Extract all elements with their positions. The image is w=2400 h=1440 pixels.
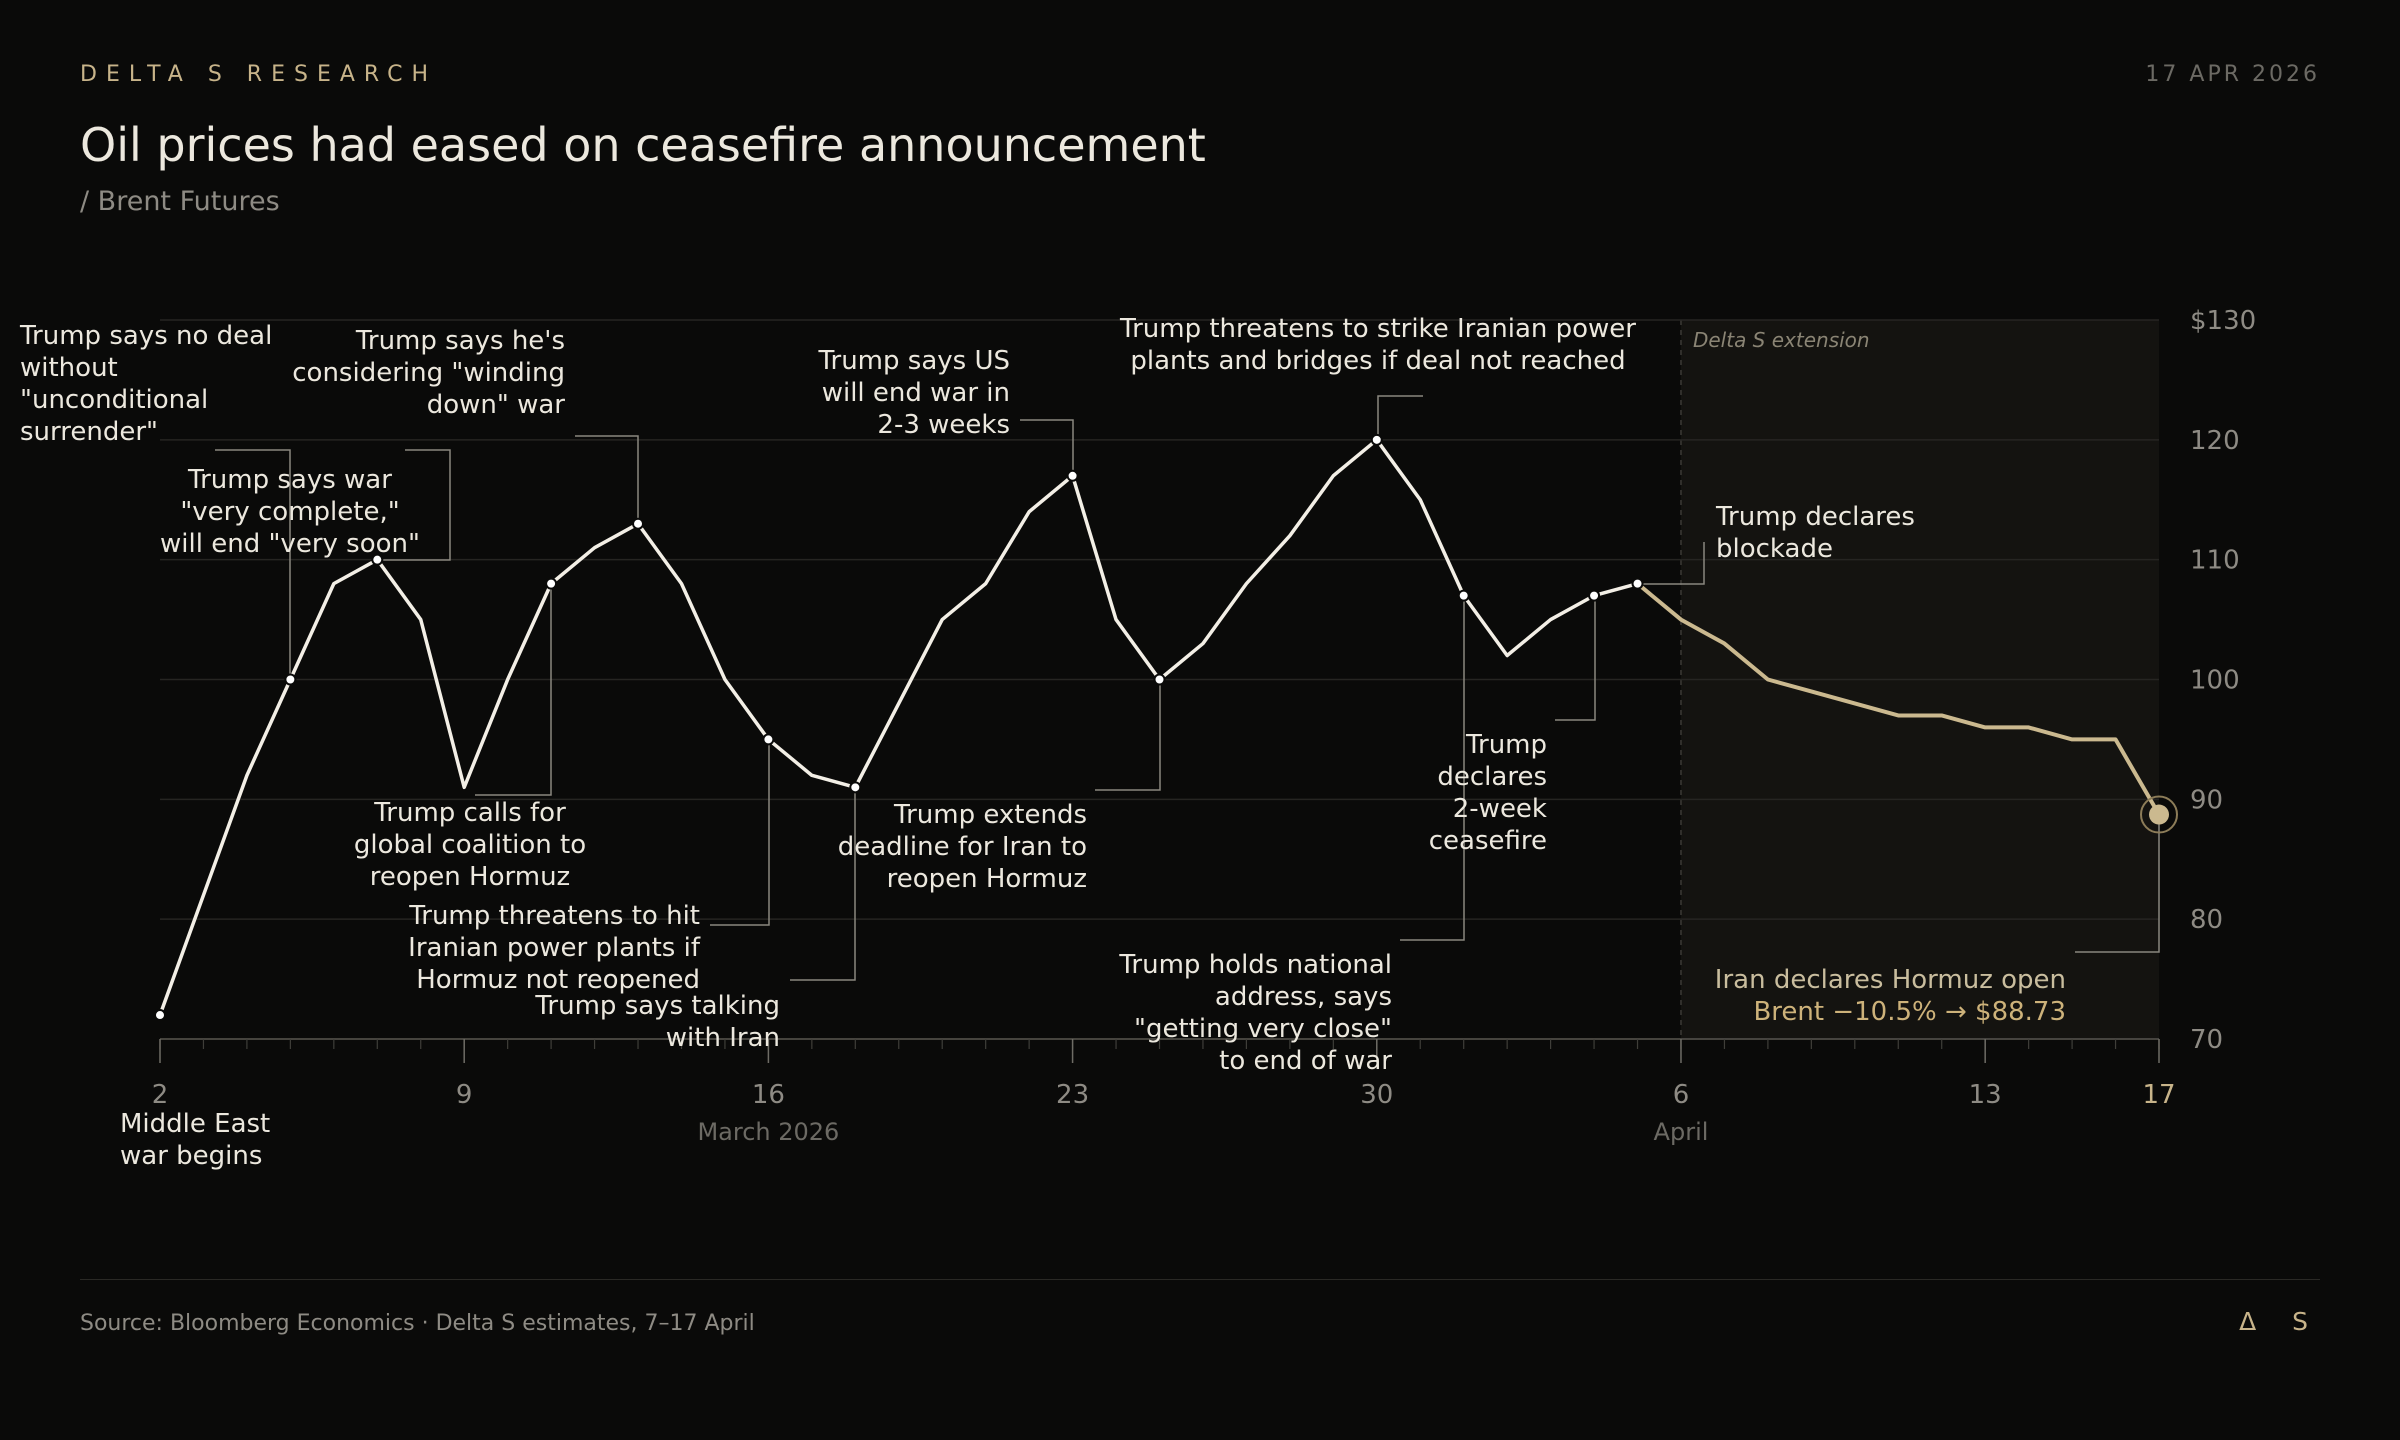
event-marker <box>849 781 862 794</box>
annotation-text: war begins <box>120 1141 262 1171</box>
event-marker <box>371 553 384 566</box>
annotation-text: deadline for Iran to <box>838 832 1087 862</box>
annotation-text: Trump threatens to strike Iranian power <box>1119 314 1636 344</box>
actual-series-line <box>158 438 1638 1016</box>
annotation-text: Trump says talking <box>534 991 780 1021</box>
chart-title: Oil prices had eased on ceasefire announ… <box>80 118 1206 172</box>
annotation-leader <box>1095 679 1161 791</box>
annotation-text: down" war <box>427 390 566 420</box>
annotation-text: ceasefire <box>1429 826 1547 856</box>
annotation-text: considering "winding <box>292 358 565 388</box>
annotation-text: will end "very soon" <box>160 529 420 559</box>
y-tick-label: 80 <box>2190 905 2223 935</box>
annotation-text: blockade <box>1716 534 1833 564</box>
annotation-text: Trump declares <box>1715 502 1915 532</box>
y-tick-label: 90 <box>2190 785 2223 815</box>
annotation-leader <box>710 738 770 926</box>
report-date: 17 APR 2026 <box>2145 62 2320 87</box>
x-tick-label: 30 <box>1360 1080 1393 1110</box>
annotation-leader <box>1376 395 1423 441</box>
x-tick-label: 17 <box>2142 1080 2175 1110</box>
event-marker <box>284 673 297 686</box>
event-marker <box>762 733 775 746</box>
event-marker <box>1066 469 1079 482</box>
annotation-text: surrender" <box>20 417 158 447</box>
event-marker <box>154 1009 166 1022</box>
annotation-text: Trump holds national <box>1118 950 1392 980</box>
y-tick-label: 70 <box>2190 1025 2223 1055</box>
event-marker <box>1370 433 1383 446</box>
x-month-label: March 2026 <box>697 1118 839 1146</box>
source-note: Source: Bloomberg Economics · Delta S es… <box>80 1311 755 1336</box>
annotation-text: Trump extends <box>893 800 1087 830</box>
annotation-text: "very complete," <box>180 497 399 527</box>
brent-line-chart: Delta S extension 70 80 90 100 110 120 $130 2 9 16… <box>19 306 2256 1171</box>
y-tick-label: 110 <box>2190 546 2240 576</box>
y-tick-label: 120 <box>2190 426 2240 456</box>
annotation-text: "getting very close" <box>1134 1014 1392 1044</box>
annotation-text: Trump calls for <box>373 798 566 828</box>
annotation-text: address, says <box>1215 982 1392 1012</box>
chart-subtitle: / Brent Futures <box>80 186 280 217</box>
annotation-text: Trump says no deal <box>19 321 272 351</box>
annotation-text: without <box>20 353 118 383</box>
x-tick-label: 16 <box>752 1080 785 1110</box>
annotation-text: Iran declares Hormuz open <box>1715 965 2066 995</box>
annotation-leader <box>475 583 552 796</box>
annotation-text: with Iran <box>666 1023 780 1053</box>
extension-label: Delta S extension <box>1693 328 1870 352</box>
annotation-text: "unconditional <box>20 385 208 415</box>
annotation-text: to end of war <box>1219 1046 1392 1076</box>
y-tick-label: 100 <box>2190 666 2240 696</box>
annotation-text: Trump <box>1465 730 1547 760</box>
event-marker <box>1457 589 1470 602</box>
y-tick-label: $130 <box>2190 306 2256 336</box>
event-marker <box>1631 577 1644 590</box>
x-tick-label: 13 <box>1969 1080 2002 1110</box>
annotation-text: Middle East <box>120 1109 270 1139</box>
end-marker-halo <box>2140 795 2178 834</box>
end-marker <box>2149 804 2169 825</box>
event-marker <box>632 517 645 530</box>
x-tick-label: 23 <box>1056 1080 1089 1110</box>
annotation-leader <box>790 787 856 981</box>
event-marker <box>1153 673 1166 686</box>
annotation-text: global coalition to <box>354 830 586 860</box>
footer-divider <box>80 1279 2320 1280</box>
x-tick-label: 6 <box>1673 1080 1690 1110</box>
annotation-text: Trump says war <box>187 465 392 495</box>
annotation-text: Trump says he's <box>355 326 565 356</box>
annotation-text: 2-3 weeks <box>877 410 1010 440</box>
annotation-leader <box>1020 419 1074 478</box>
annotation-text: Trump says US <box>817 346 1010 376</box>
annotation-text: reopen Hormuz <box>887 864 1087 894</box>
brand-label: DELTA S RESEARCH <box>80 62 437 87</box>
x-tick-label: 2 <box>152 1080 169 1110</box>
x-tick-label: 9 <box>456 1080 473 1110</box>
event-marker <box>545 577 558 590</box>
annotation-text: Brent −10.5% → $88.73 <box>1753 997 2066 1027</box>
annotation-text: 2-week <box>1453 794 1547 824</box>
annotation-text: declares <box>1437 762 1547 792</box>
annotation-text: reopen Hormuz <box>370 862 570 892</box>
delta-s-logo: Δ S <box>2239 1307 2322 1336</box>
annotation-text: will end war in <box>822 378 1010 408</box>
event-marker <box>1588 589 1601 602</box>
annotation-text: Iranian power plants if <box>408 933 701 963</box>
annotation-text: plants and bridges if deal not reached <box>1130 346 1625 376</box>
annotation-text: Trump threatens to hit <box>408 901 700 931</box>
projection-series-line <box>1636 582 2161 816</box>
x-month-label: April <box>1654 1118 1709 1146</box>
annotation-leader <box>575 435 639 525</box>
annotation-text: Hormuz not reopened <box>416 965 700 995</box>
